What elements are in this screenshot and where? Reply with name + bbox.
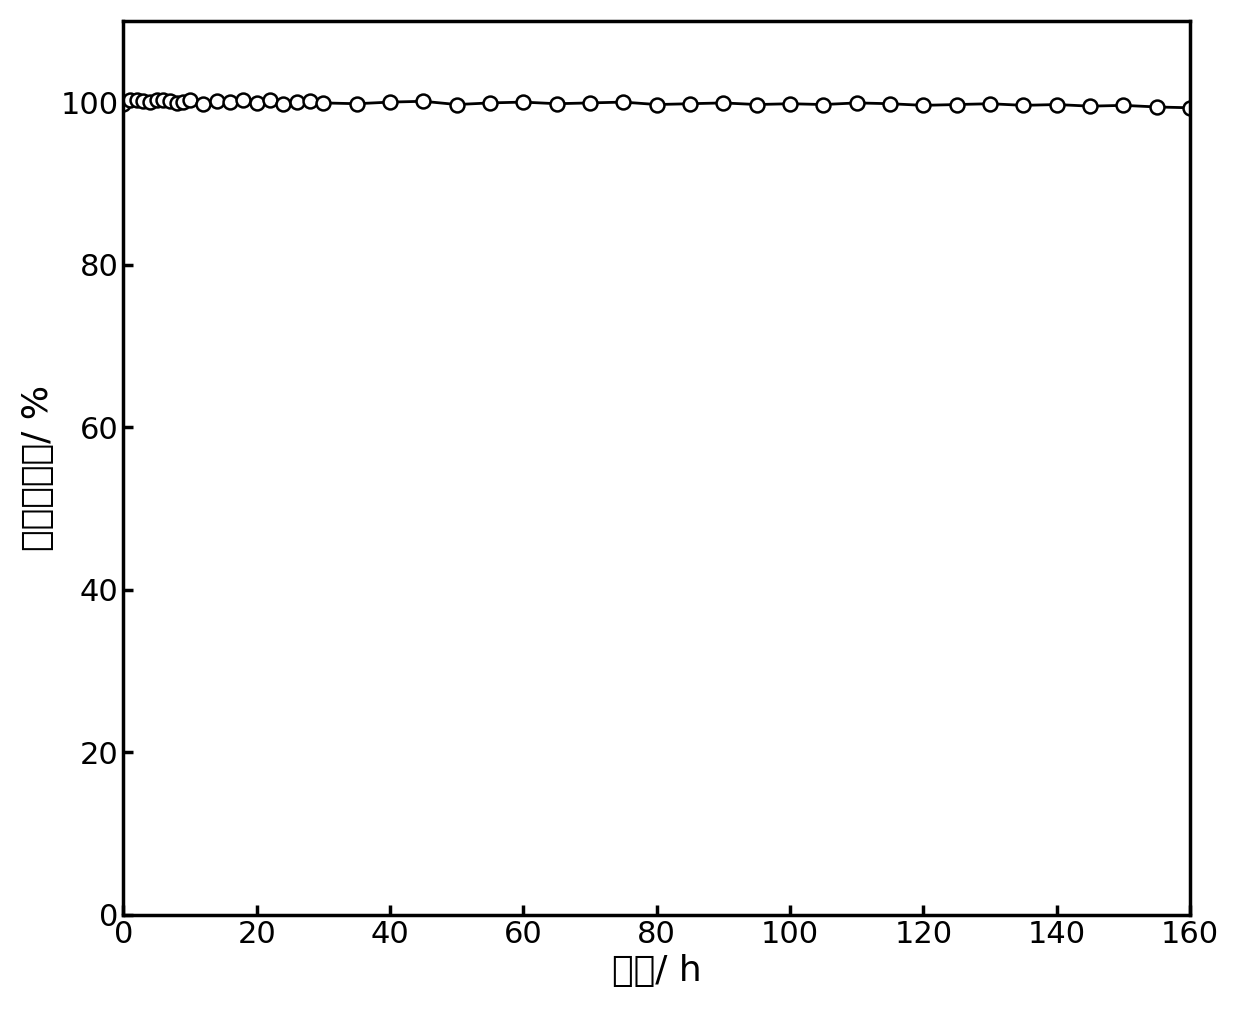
X-axis label: 时间/ h: 时间/ h [611, 955, 702, 988]
Y-axis label: 甲醉转化率/ %: 甲醉转化率/ % [21, 384, 55, 551]
